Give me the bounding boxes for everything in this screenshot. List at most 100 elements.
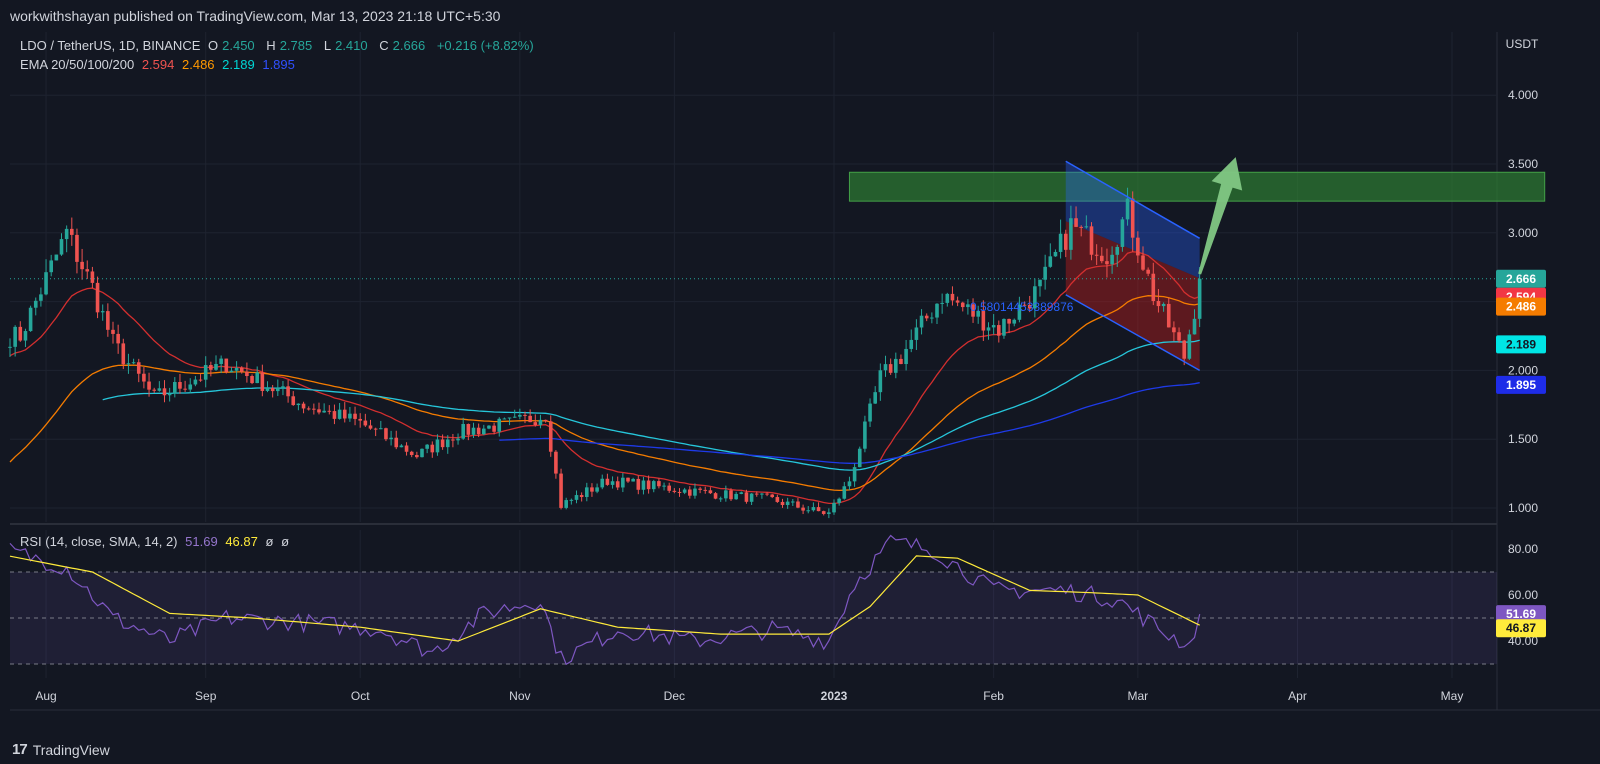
candle-body — [332, 411, 337, 419]
candle-body — [657, 481, 661, 487]
candle-body — [610, 481, 615, 485]
candle-body — [1166, 303, 1171, 328]
candle-body — [878, 370, 883, 393]
candle-body — [8, 346, 12, 348]
tradingview-brand[interactable]: 17 TradingView — [12, 736, 110, 764]
candle-body — [569, 499, 574, 501]
candle-body — [682, 489, 687, 493]
candle-body — [142, 373, 146, 382]
candle-body — [1027, 305, 1032, 309]
candle-body — [435, 439, 440, 453]
rsi-sma-line — [9, 555, 1200, 642]
candle-body — [1017, 304, 1022, 320]
candle-body — [940, 302, 944, 304]
candle-body — [54, 254, 59, 261]
candle-body — [1084, 226, 1089, 228]
rsi-label-text: 46.87 — [1506, 621, 1536, 635]
candle-body — [966, 304, 970, 308]
candle-body — [543, 419, 548, 422]
price-tick-label: 3.500 — [1508, 157, 1538, 171]
candle-body — [255, 372, 259, 384]
candle-body — [178, 382, 182, 389]
candle-body — [791, 501, 795, 503]
rsi-axis-label: 51.69 — [1496, 605, 1546, 624]
candle-body — [950, 293, 955, 301]
candle-body — [600, 478, 605, 488]
candle-body — [935, 303, 939, 318]
candle-body — [389, 437, 393, 440]
candle-body — [337, 409, 342, 419]
candle-body — [121, 343, 126, 365]
candle-body — [1094, 254, 1099, 256]
price-label-ema50: 2.486 — [1496, 297, 1546, 316]
candle-body — [234, 367, 239, 371]
candle-body — [291, 396, 296, 406]
ema20-line — [9, 251, 1200, 505]
candle-body — [75, 234, 79, 262]
channel-text: 0.58014453389876 — [970, 300, 1074, 314]
candle-body — [1100, 255, 1104, 262]
candle-body — [997, 325, 1001, 336]
candle-body — [1130, 198, 1135, 238]
candle-body — [85, 269, 90, 272]
close-label: C — [379, 38, 389, 53]
candle-body — [420, 448, 424, 458]
candle-body — [296, 403, 301, 406]
candle-body — [564, 500, 568, 508]
low-label: L — [323, 38, 332, 53]
candle-body — [888, 364, 893, 373]
candle-body — [672, 490, 677, 492]
candle-body — [754, 493, 759, 495]
candle-body — [1156, 301, 1161, 307]
candle-body — [724, 490, 728, 499]
candle-body — [1177, 332, 1181, 341]
candle-body — [554, 451, 558, 474]
ema-title[interactable]: EMA 20/50/100/200 — [20, 57, 135, 72]
candle-body — [1182, 340, 1186, 359]
channel-lower-fill — [1065, 221, 1200, 371]
candle-body — [1063, 233, 1068, 250]
candle-body — [904, 348, 908, 365]
candle-body — [857, 448, 862, 468]
candle-body — [919, 315, 924, 328]
candle-body — [971, 304, 975, 317]
candle-body — [306, 408, 311, 410]
candle-body — [425, 444, 429, 449]
candle-body — [173, 382, 177, 394]
candle-body — [574, 495, 579, 500]
rsi-extra-1: ø — [265, 534, 274, 549]
candle-body — [95, 282, 100, 313]
candle-body — [1038, 279, 1042, 287]
candle-body — [899, 358, 903, 365]
tradingview-logo-icon: 17 — [12, 741, 28, 758]
candle-body — [245, 371, 249, 377]
candle-body — [945, 293, 950, 303]
candle-body — [497, 418, 502, 432]
candle-body — [209, 365, 213, 370]
candle-body — [198, 379, 203, 381]
candle-body — [801, 507, 805, 511]
candle-body — [883, 364, 888, 371]
symbol-title[interactable]: LDO / TetherUS, 1D, BINANCE — [20, 38, 201, 53]
candle-body — [281, 386, 285, 389]
candle-body — [270, 387, 275, 392]
time-tick-label: Feb — [983, 689, 1004, 703]
candle-body — [785, 501, 790, 506]
candle-body — [312, 408, 316, 410]
candle-body — [239, 367, 244, 372]
candle-body — [615, 481, 620, 488]
price-label-price: 2.666 — [1496, 269, 1546, 288]
candle-body — [59, 239, 64, 255]
candle-body — [342, 409, 347, 419]
time-tick-label: Mar — [1128, 689, 1149, 703]
rsi-tick-label: 80.00 — [1508, 542, 1538, 556]
rsi-title[interactable]: RSI (14, close, SMA, 14, 2) — [20, 534, 178, 549]
candle-body — [590, 487, 594, 492]
candle-body — [1161, 303, 1166, 307]
candle-body — [832, 502, 836, 513]
candle-body — [492, 425, 496, 432]
rsi-value: 51.69 — [185, 534, 218, 549]
candle-body — [219, 358, 223, 364]
price-label-box — [1496, 269, 1546, 288]
